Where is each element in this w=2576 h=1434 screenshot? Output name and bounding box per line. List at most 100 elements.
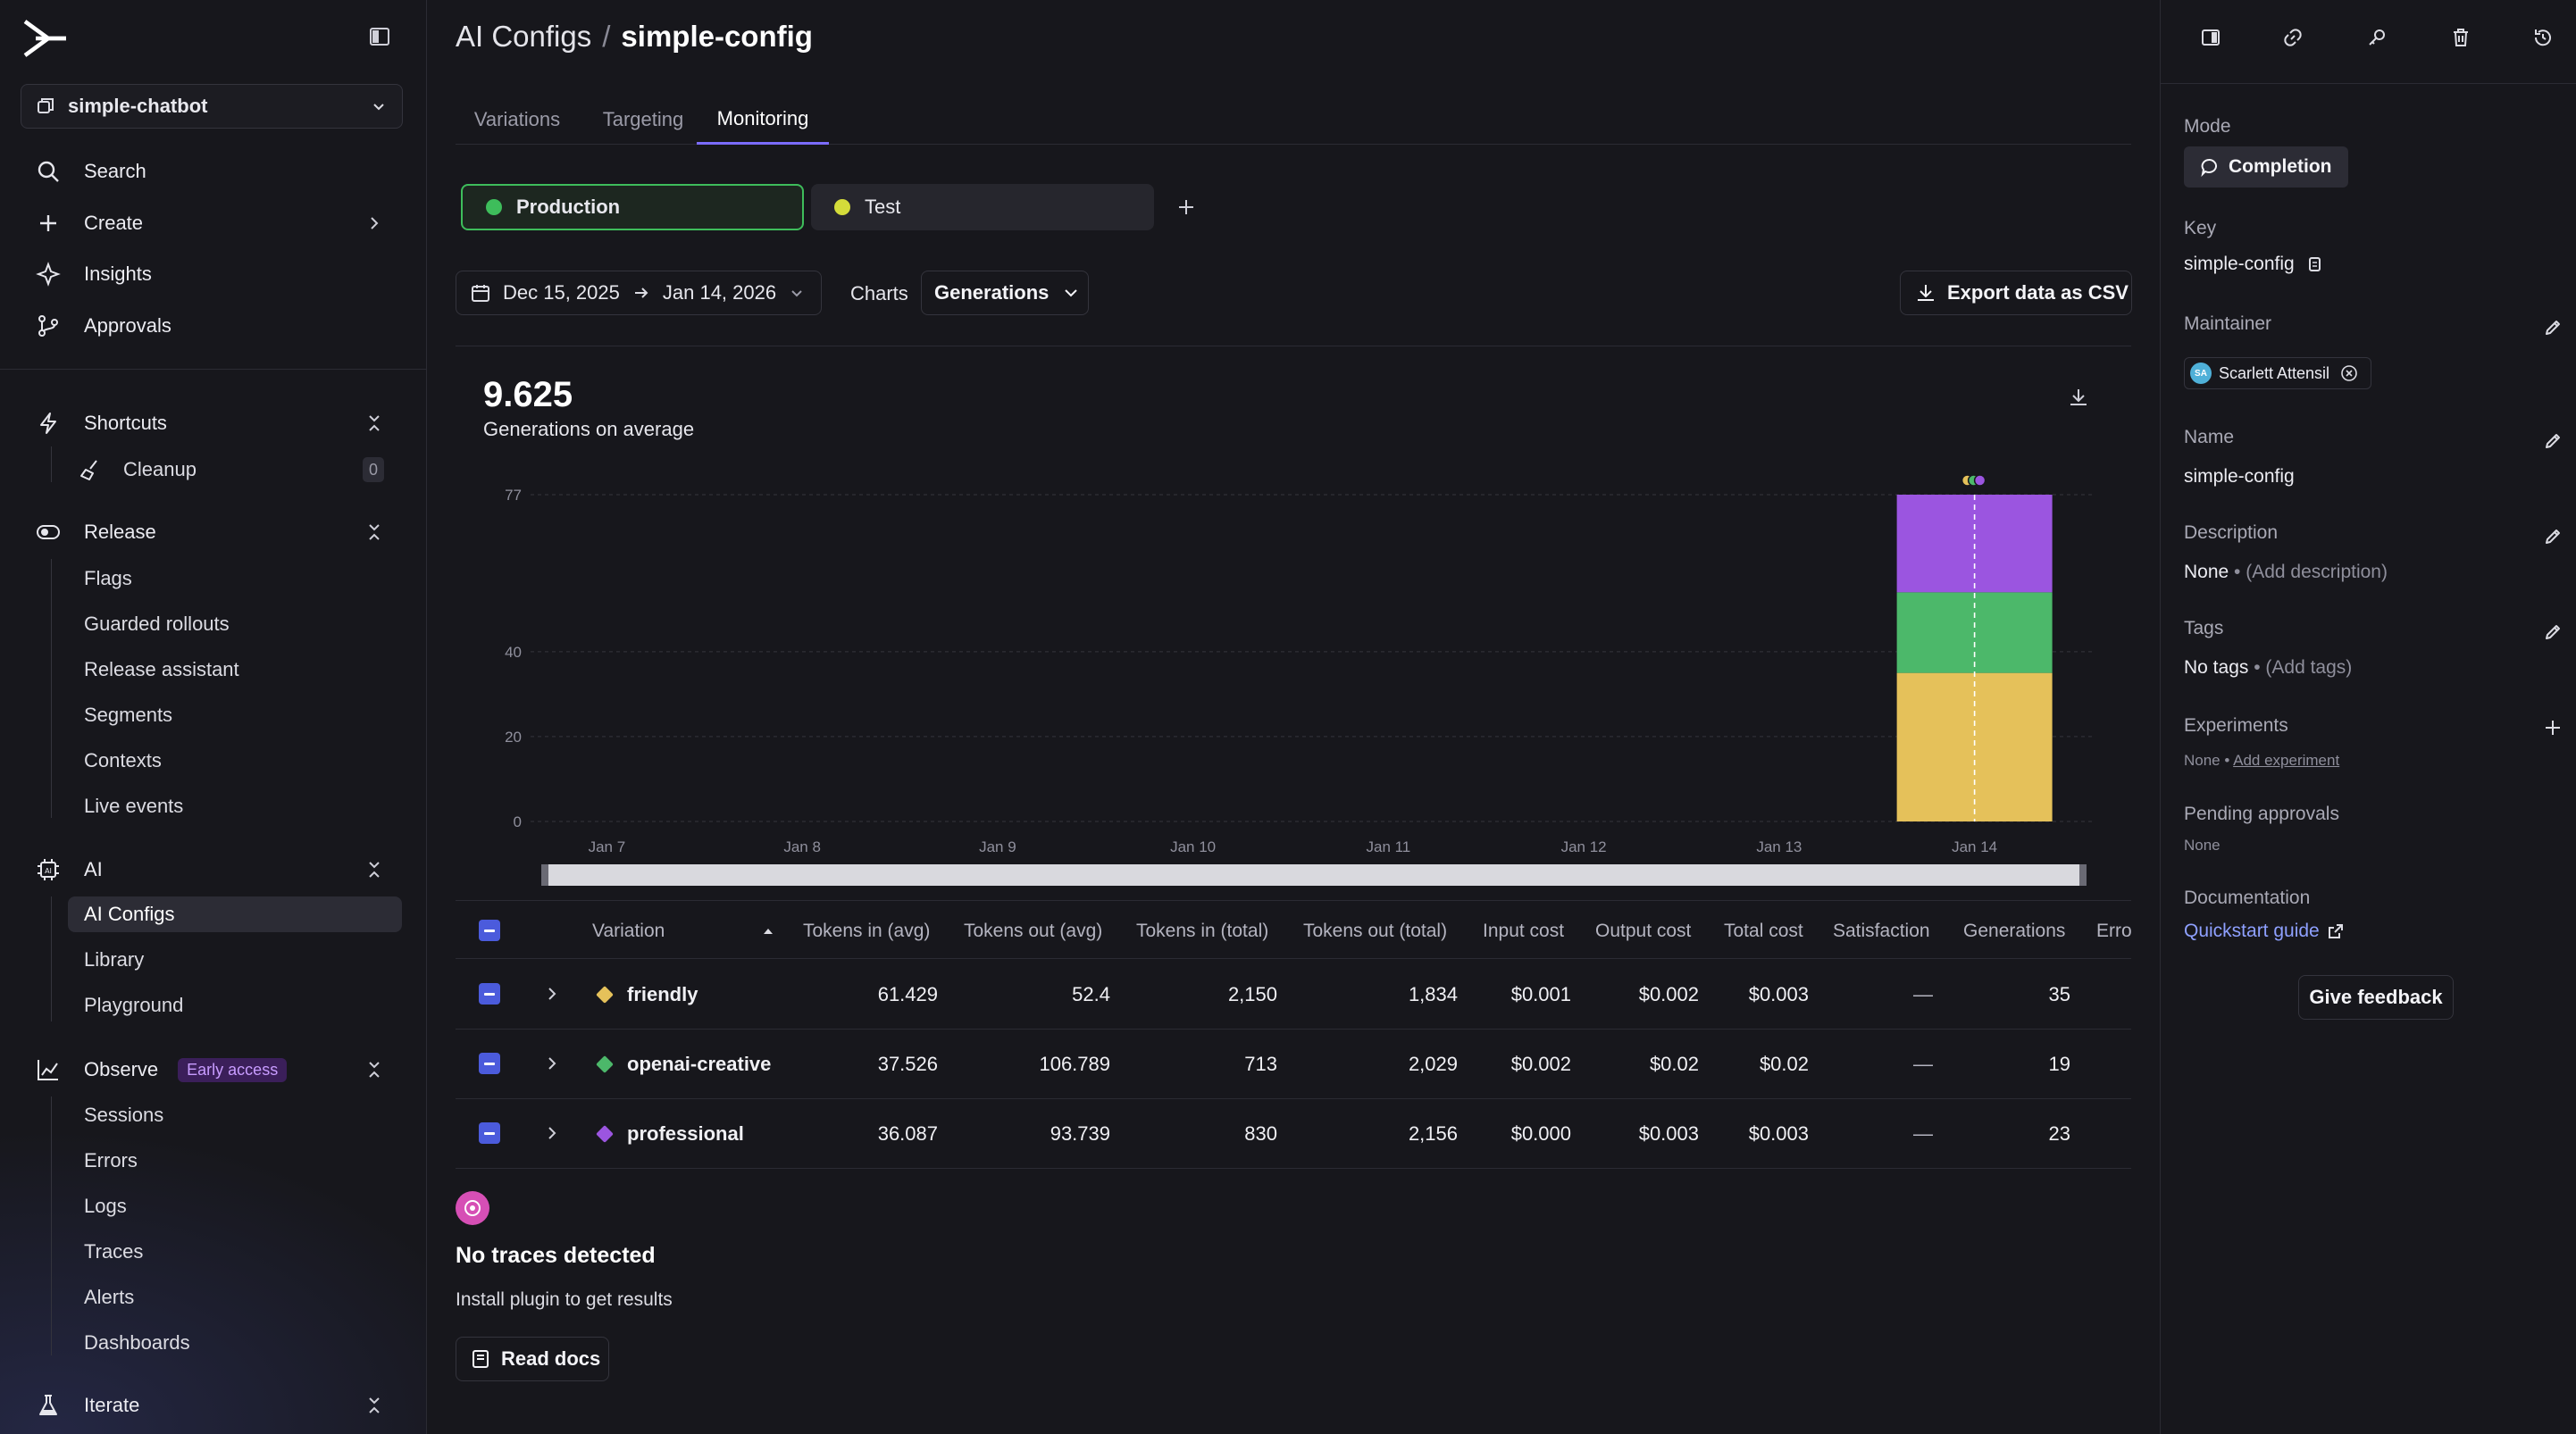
nav-guarded-rollouts[interactable]: Guarded rollouts — [68, 606, 402, 642]
nav-flags[interactable]: Flags — [68, 561, 402, 596]
link-icon[interactable] — [2282, 27, 2304, 48]
nav-ai[interactable]: AI AI — [36, 852, 103, 888]
row-checkbox[interactable] — [479, 983, 500, 1005]
nav-create[interactable]: Create — [36, 205, 143, 241]
remove-circle-icon[interactable] — [2340, 364, 2358, 382]
external-link-icon[interactable] — [2327, 922, 2345, 940]
edit-description-icon[interactable] — [2543, 527, 2563, 546]
add-tags-link[interactable]: (Add tags) — [2265, 657, 2353, 678]
expand-row-icon[interactable] — [543, 1124, 561, 1142]
chevron-right-icon[interactable] — [364, 213, 384, 233]
add-description-link[interactable]: (Add description) — [2246, 562, 2388, 582]
col-tokens-in-avg[interactable]: Tokens in (avg) — [803, 921, 931, 941]
project-selector[interactable]: simple-chatbot — [21, 84, 403, 129]
nav-approvals-label: Approvals — [84, 314, 171, 337]
broom-icon — [80, 460, 97, 480]
download-chart-icon[interactable] — [2067, 386, 2090, 409]
export-csv-button[interactable]: Export data as CSV — [1900, 271, 2132, 315]
tab-targeting[interactable]: Targeting — [602, 108, 684, 130]
date-range-picker[interactable]: Dec 15, 2025 Jan 14, 2026 — [456, 271, 822, 315]
select-all-checkbox[interactable] — [479, 920, 500, 941]
row-checkbox[interactable] — [479, 1053, 500, 1074]
nav-ai-configs[interactable]: AI Configs — [68, 896, 402, 932]
nav-errors[interactable]: Errors — [68, 1143, 402, 1179]
col-tokens-out-avg[interactable]: Tokens out (avg) — [964, 921, 1103, 941]
shortcut-cleanup[interactable]: Cleanup 0 — [68, 452, 402, 488]
edit-tags-icon[interactable] — [2543, 622, 2563, 642]
env-production[interactable]: Production — [461, 184, 804, 230]
nav-traces[interactable]: Traces — [68, 1234, 402, 1270]
copy-icon[interactable] — [2305, 255, 2323, 273]
generations-chart: 0 20 40 77 Jan 7 Jan 8 Jan 9 Jan 10 Jan 11 Jan 12… — [505, 474, 2094, 886]
collapse-section-icon[interactable] — [364, 860, 384, 880]
edit-maintainer-icon[interactable] — [2543, 318, 2563, 338]
sort-asc-icon[interactable] — [761, 924, 775, 938]
col-variation[interactable]: Variation — [592, 921, 665, 941]
cell-total_cost: $0.003 — [1748, 983, 1809, 1005]
nav-playground[interactable]: Playground — [68, 988, 402, 1023]
chart-metric-select[interactable]: Generations — [921, 271, 1089, 315]
col-output-cost[interactable]: Output cost — [1595, 921, 1692, 941]
breadcrumb-ai-configs[interactable]: AI Configs — [456, 20, 592, 53]
nav-approvals[interactable]: Approvals — [36, 308, 171, 344]
variation-cell[interactable]: openai-creative — [596, 1053, 771, 1076]
table-row[interactable]: professional 36.087 93.739 830 2,156 $0.000 $0… — [456, 1099, 2131, 1169]
collapse-section-icon[interactable] — [364, 522, 384, 542]
expand-row-icon[interactable] — [543, 1055, 561, 1072]
collapse-section-icon[interactable] — [364, 413, 384, 433]
col-tokens-in-total[interactable]: Tokens in (total) — [1136, 921, 1269, 941]
add-environment-icon[interactable] — [1175, 196, 1197, 218]
quickstart-guide-link[interactable]: Quickstart guide — [2184, 921, 2320, 941]
nav-dashboards[interactable]: Dashboards — [68, 1325, 402, 1361]
nav-shortcuts[interactable]: Shortcuts — [36, 405, 167, 441]
nav-segments[interactable]: Segments — [68, 697, 402, 733]
nav-sessions[interactable]: Sessions — [68, 1097, 402, 1133]
launchdarkly-logo-icon[interactable] — [21, 16, 70, 61]
table-header-row: Variation Tokens in (avg) Tokens out (av… — [456, 900, 2131, 959]
history-icon[interactable] — [2532, 27, 2554, 48]
nav-insights[interactable]: Insights — [36, 256, 152, 292]
trash-icon[interactable] — [2450, 27, 2471, 48]
add-experiment-link[interactable]: Add experiment — [2233, 752, 2340, 769]
expand-row-icon[interactable] — [543, 985, 561, 1003]
collapse-section-icon[interactable] — [364, 1396, 384, 1415]
nav-iterate[interactable]: Iterate — [36, 1388, 139, 1423]
tab-variations[interactable]: Variations — [473, 108, 561, 130]
variation-cell[interactable]: professional — [596, 1122, 744, 1146]
documentation-label: Documentation — [2184, 888, 2311, 908]
read-docs-button[interactable]: Read docs — [456, 1337, 609, 1381]
nav-observe[interactable]: Observe Early access — [36, 1052, 288, 1088]
col-input-cost[interactable]: Input cost — [1483, 921, 1565, 941]
nav-live-events[interactable]: Live events — [68, 788, 402, 824]
col-tokens-out-total[interactable]: Tokens out (total) — [1303, 921, 1448, 941]
add-experiment-icon[interactable] — [2543, 718, 2563, 738]
col-errors[interactable]: Erro — [2096, 921, 2131, 941]
nav-release[interactable]: Release — [36, 514, 156, 550]
nav-alerts[interactable]: Alerts — [68, 1280, 402, 1315]
nav-logs[interactable]: Logs — [68, 1188, 402, 1224]
edit-name-icon[interactable] — [2543, 431, 2563, 451]
panel-toggle-icon[interactable] — [2200, 27, 2221, 48]
mode-chip: Completion — [2184, 146, 2348, 188]
row-checkbox[interactable] — [479, 1122, 500, 1144]
nav-search[interactable]: Search — [36, 154, 146, 189]
sidebar-collapse-icon[interactable] — [368, 25, 391, 48]
nav-shortcuts-label: Shortcuts — [84, 412, 167, 434]
nav-ai-configs-label: AI Configs — [84, 903, 175, 925]
table-row[interactable]: openai-creative 37.526 106.789 713 2,029 $0.0… — [456, 1030, 2131, 1099]
give-feedback-button[interactable]: Give feedback — [2298, 975, 2454, 1020]
nav-library[interactable]: Library — [68, 942, 402, 978]
col-total-cost[interactable]: Total cost — [1724, 921, 1803, 941]
col-generations[interactable]: Generations — [1963, 921, 2066, 941]
nav-contexts[interactable]: Contexts — [68, 743, 402, 779]
col-satisfaction[interactable]: Satisfaction — [1833, 921, 1930, 941]
tab-monitoring[interactable]: Monitoring — [697, 95, 829, 145]
nav-release-assistant[interactable]: Release assistant — [68, 652, 402, 688]
table-row[interactable]: friendly 61.429 52.4 2,150 1,834 $0.001 $0.002… — [456, 960, 2131, 1030]
key-icon[interactable] — [2366, 27, 2388, 48]
env-test[interactable]: Test — [811, 184, 1154, 230]
plus-icon — [40, 215, 56, 231]
variation-cell[interactable]: friendly — [596, 983, 698, 1006]
maintainer-chip[interactable]: SA Scarlett Attensil — [2184, 357, 2371, 389]
collapse-section-icon[interactable] — [364, 1060, 384, 1080]
